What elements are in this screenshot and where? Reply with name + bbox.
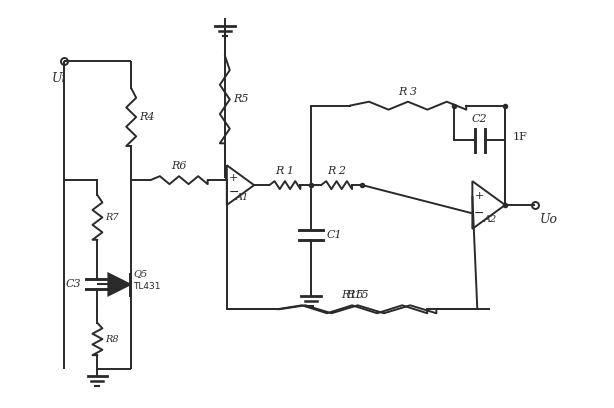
- Text: R15: R15: [341, 290, 363, 300]
- Text: R4: R4: [139, 112, 155, 122]
- Text: Uo: Uo: [540, 213, 558, 226]
- Polygon shape: [108, 273, 130, 295]
- Text: R7: R7: [106, 213, 119, 222]
- Text: R 2: R 2: [327, 166, 346, 176]
- Text: A1: A1: [236, 193, 249, 202]
- Text: −: −: [228, 186, 239, 199]
- Text: R 3: R 3: [398, 87, 418, 97]
- Text: −: −: [474, 207, 484, 220]
- Text: C1: C1: [327, 230, 342, 240]
- Text: Q5: Q5: [133, 269, 147, 278]
- Text: 1F: 1F: [513, 133, 528, 142]
- Text: A2: A2: [484, 215, 497, 224]
- Text: R8: R8: [106, 335, 119, 344]
- Text: C3: C3: [66, 279, 82, 289]
- Text: R6: R6: [171, 161, 187, 171]
- Text: R 1: R 1: [276, 166, 294, 176]
- Text: R5: R5: [233, 94, 248, 104]
- Text: +: +: [475, 191, 484, 201]
- Text: R15: R15: [346, 290, 369, 300]
- Text: TL431: TL431: [133, 282, 161, 291]
- Text: Ui: Ui: [52, 72, 66, 85]
- Text: C2: C2: [472, 113, 488, 124]
- Text: +: +: [229, 173, 238, 183]
